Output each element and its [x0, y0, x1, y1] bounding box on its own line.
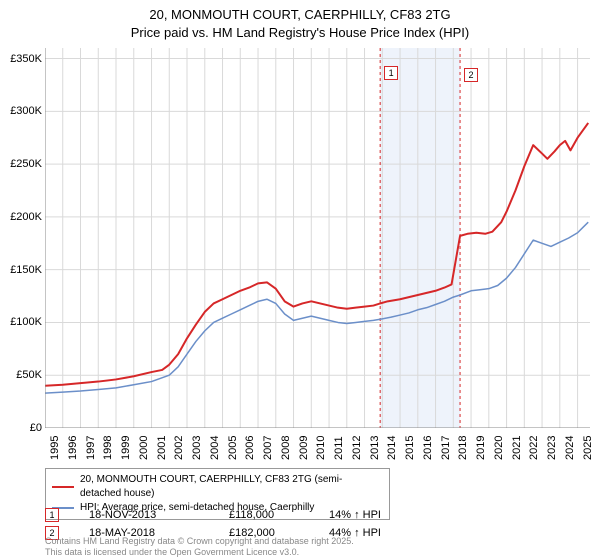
- x-tick-label: 1995: [49, 436, 61, 460]
- title-block: 20, MONMOUTH COURT, CAERPHILLY, CF83 2TG…: [0, 0, 600, 41]
- attribution-line-2: This data is licensed under the Open Gov…: [45, 547, 354, 558]
- x-tick-label: 2023: [546, 436, 558, 460]
- x-tick-label: 2008: [280, 436, 292, 460]
- x-tick-label: 2005: [227, 436, 239, 460]
- sale-marker-icon: 1: [45, 508, 59, 522]
- x-tick-label: 2025: [582, 436, 594, 460]
- x-tick-label: 2001: [156, 436, 168, 460]
- x-tick-label: 1998: [102, 436, 114, 460]
- chart-area: [45, 48, 590, 428]
- x-tick-label: 2024: [564, 436, 576, 460]
- chart-sale-marker: 1: [384, 66, 398, 80]
- legend-item-price-paid: 20, MONMOUTH COURT, CAERPHILLY, CF83 2TG…: [52, 473, 383, 501]
- legend-swatch: [52, 486, 74, 489]
- x-tick-label: 2006: [244, 436, 256, 460]
- sale-row: 1 18-NOV-2013 £118,000 14% ↑ HPI: [45, 506, 590, 524]
- y-tick-label: £150K: [10, 264, 42, 276]
- x-tick-label: 2013: [369, 436, 381, 460]
- x-tick-label: 2015: [404, 436, 416, 460]
- sale-delta: 14% ↑ HPI: [329, 509, 381, 521]
- x-tick-label: 2014: [386, 436, 398, 460]
- x-tick-label: 2004: [209, 436, 221, 460]
- x-tick-label: 2011: [333, 436, 345, 460]
- sale-date: 18-NOV-2013: [89, 509, 229, 521]
- x-tick-label: 2018: [457, 436, 469, 460]
- x-tick-label: 1996: [67, 436, 79, 460]
- y-tick-label: £350K: [10, 53, 42, 65]
- x-tick-label: 2022: [528, 436, 540, 460]
- title-line-1: 20, MONMOUTH COURT, CAERPHILLY, CF83 2TG: [0, 6, 600, 24]
- chart-svg: [45, 48, 590, 428]
- chart-container: 20, MONMOUTH COURT, CAERPHILLY, CF83 2TG…: [0, 0, 600, 560]
- x-tick-label: 1997: [85, 436, 97, 460]
- x-tick-label: 2020: [493, 436, 505, 460]
- y-tick-label: £300K: [10, 105, 42, 117]
- x-tick-label: 2017: [440, 436, 452, 460]
- x-tick-label: 2007: [262, 436, 274, 460]
- y-tick-label: £250K: [10, 158, 42, 170]
- legend-label: 20, MONMOUTH COURT, CAERPHILLY, CF83 2TG…: [80, 473, 383, 501]
- x-tick-label: 2012: [351, 436, 363, 460]
- x-tick-label: 2003: [191, 436, 203, 460]
- x-tick-label: 2019: [475, 436, 487, 460]
- attribution-line-1: Contains HM Land Registry data © Crown c…: [45, 536, 354, 547]
- x-tick-label: 2002: [173, 436, 185, 460]
- attribution: Contains HM Land Registry data © Crown c…: [45, 536, 354, 558]
- x-tick-label: 2009: [298, 436, 310, 460]
- x-tick-label: 2010: [315, 436, 327, 460]
- y-tick-label: £100K: [10, 316, 42, 328]
- x-tick-label: 2000: [138, 436, 150, 460]
- y-tick-label: £200K: [10, 211, 42, 223]
- title-line-2: Price paid vs. HM Land Registry's House …: [0, 24, 600, 42]
- y-tick-label: £0: [30, 422, 42, 434]
- y-tick-label: £50K: [16, 369, 42, 381]
- x-tick-label: 2021: [511, 436, 523, 460]
- x-tick-label: 2016: [422, 436, 434, 460]
- x-tick-label: 1999: [120, 436, 132, 460]
- chart-sale-marker: 2: [464, 68, 478, 82]
- sale-price: £118,000: [229, 509, 329, 521]
